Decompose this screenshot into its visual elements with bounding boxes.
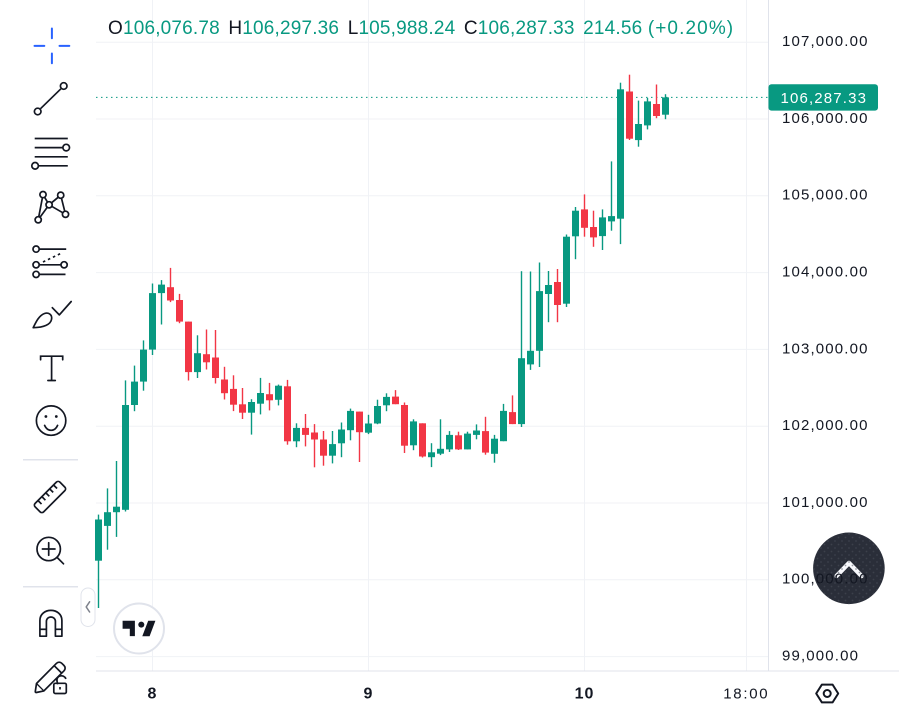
svg-text:99,000.00: 99,000.00	[782, 648, 859, 665]
svg-text:102,000.00: 102,000.00	[782, 417, 869, 434]
svg-text:8: 8	[148, 685, 158, 702]
svg-text:106,287.33: 106,287.33	[781, 90, 868, 107]
svg-text:106,000.00: 106,000.00	[782, 110, 869, 127]
svg-text:105,000.00: 105,000.00	[782, 187, 869, 204]
svg-text:18:00: 18:00	[723, 685, 769, 702]
svg-text:100,000.00: 100,000.00	[782, 571, 869, 588]
svg-text:10: 10	[575, 685, 595, 702]
svg-text:107,000.00: 107,000.00	[782, 33, 869, 50]
svg-text:103,000.00: 103,000.00	[782, 340, 869, 357]
svg-text:9: 9	[364, 685, 374, 702]
svg-text:104,000.00: 104,000.00	[782, 264, 869, 281]
svg-text:101,000.00: 101,000.00	[782, 494, 869, 511]
